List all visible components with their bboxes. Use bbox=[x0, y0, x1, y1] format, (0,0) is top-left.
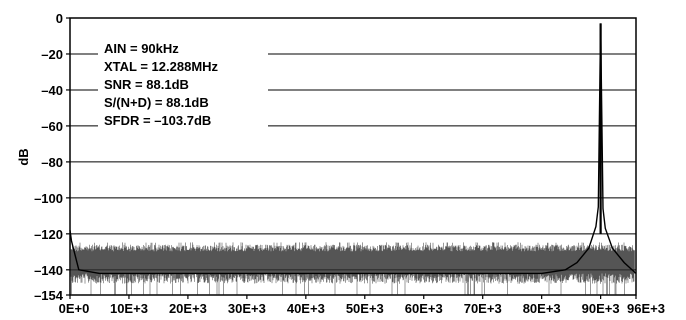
x-tick-label: 0E+0 bbox=[59, 301, 90, 316]
x-tick-label: 50E+3 bbox=[346, 301, 384, 316]
x-axis-ticks: 0E+0 10E+3 20E+3 30E+3 40E+3 50E+3 60E+3 70E+3 8… bbox=[59, 295, 665, 316]
x-tick-label: 40E+3 bbox=[287, 301, 325, 316]
x-tick-label: 10E+3 bbox=[110, 301, 148, 316]
y-tick-label: –140 bbox=[34, 263, 63, 278]
annotation-line: AIN = 90kHz bbox=[104, 41, 179, 56]
x-tick-label: 70E+3 bbox=[464, 301, 502, 316]
y-axis-label: dB bbox=[16, 148, 31, 165]
x-tick-label: 90E+3 bbox=[582, 301, 620, 316]
annotation-line: SNR = 88.1dB bbox=[104, 77, 189, 92]
y-axis-ticks: 0 –20 –40 –60 –80 –100 –120 –140 –154 bbox=[34, 11, 70, 303]
annotation-line: SFDR = –103.7dB bbox=[104, 113, 211, 128]
y-tick-label: –120 bbox=[34, 227, 63, 242]
x-tick-label: 80E+3 bbox=[523, 301, 561, 316]
x-tick-label: 20E+3 bbox=[169, 301, 207, 316]
spectrum-series bbox=[69, 23, 637, 275]
annotation-line: S/(N+D) = 88.1dB bbox=[104, 95, 209, 110]
spectrum-line bbox=[69, 23, 637, 275]
y-tick-label: 0 bbox=[56, 11, 63, 26]
y-tick-label: –40 bbox=[41, 83, 63, 98]
y-tick-label: –154 bbox=[34, 288, 64, 303]
x-tick-label: 60E+3 bbox=[405, 301, 443, 316]
annotation-line: XTAL = 12.288MHz bbox=[104, 59, 219, 74]
y-tick-label: –20 bbox=[41, 47, 63, 62]
annotation-box: AIN = 90kHz XTAL = 12.288MHz SNR = 88.1dB S… bbox=[98, 38, 268, 133]
annotation-background bbox=[98, 38, 268, 133]
y-tick-label: –80 bbox=[41, 155, 63, 170]
y-tick-label: –60 bbox=[41, 119, 63, 134]
x-tick-label: 96E+3 bbox=[627, 301, 665, 316]
y-tick-label: –100 bbox=[34, 191, 63, 206]
noise-floor-series bbox=[70, 242, 635, 295]
x-tick-label: 30E+3 bbox=[228, 301, 266, 316]
noise-floor-trace bbox=[70, 242, 635, 295]
